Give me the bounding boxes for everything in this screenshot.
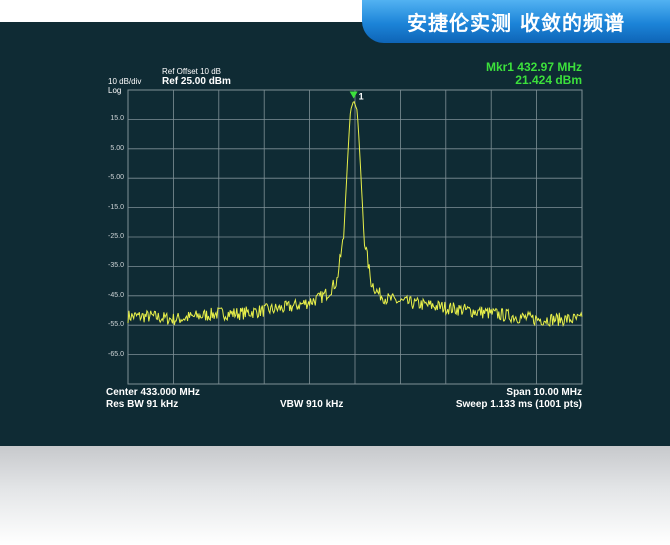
y-tick-label: -65.0 (108, 350, 124, 358)
sweep-label: Sweep 1.133 ms (1001 pts) (455, 399, 582, 410)
y-tick-label: -45.0 (108, 291, 124, 299)
y-tick-label: -55.0 (108, 321, 124, 329)
analyzer-screen (0, 22, 670, 446)
y-tick-label: -35.0 (108, 262, 124, 270)
spectrum-trace (127, 100, 583, 328)
scale-label: 10 dB/div (108, 77, 142, 86)
span-label: Span 10.00 MHz (506, 387, 582, 398)
marker-amplitude: 21.424 dBm (515, 73, 582, 87)
vbw-label: VBW 910 kHz (280, 399, 344, 410)
ref-offset-label: Ref Offset 10 dB (162, 67, 221, 76)
marker-frequency: Mkr1 432.97 MHz (485, 60, 582, 74)
center-frequency: Center 433.000 MHz (106, 387, 200, 398)
marker-triangle-icon (349, 91, 358, 99)
ref-level-label: Ref 25.00 dBm (162, 76, 231, 87)
screen-reflection (0, 446, 670, 545)
y-tick-label: -25.0 (108, 233, 124, 240)
marker-number: 1 (359, 92, 364, 102)
y-tick-label: -5.00 (108, 174, 124, 182)
res-bw-label: Res BW 91 kHz (106, 399, 179, 410)
banner-title: 安捷伦实测 收敛的频谱 (362, 0, 670, 43)
log-label: Log (108, 86, 122, 95)
y-tick-label: 15.0 (110, 115, 124, 123)
y-tick-label: 5.00 (110, 144, 124, 152)
y-tick-label: -15.0 (108, 203, 124, 211)
